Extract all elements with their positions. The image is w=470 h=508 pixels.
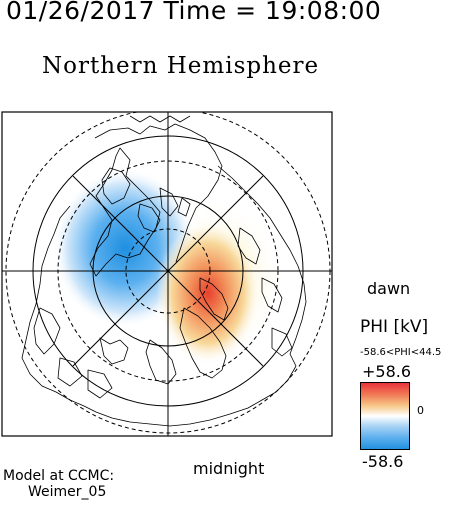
- model-credit: Model at CCMC:: [3, 468, 115, 484]
- polar-potential-map: [1, 111, 333, 437]
- dawn-label: dawn: [367, 279, 411, 298]
- model-name: Weimer_05: [28, 484, 107, 500]
- colorbar-range: -58.6<PHI<44.5: [360, 347, 442, 358]
- midnight-label: midnight: [193, 459, 265, 478]
- map-frame: [1, 111, 333, 437]
- timestamp: 01/26/2017 Time = 19:08:00: [6, 0, 382, 25]
- colorbar-title: PHI [kV]: [360, 317, 429, 337]
- colorbar-max-label: +58.6: [362, 362, 412, 381]
- plot-title: Northern Hemisphere: [42, 53, 320, 79]
- colorbar: [360, 382, 410, 450]
- colorbar-zero-label: 0: [417, 404, 424, 417]
- meridian-lines: [2, 112, 332, 436]
- dawn-cell-positive: [156, 221, 260, 365]
- colorbar-min-label: -58.6: [362, 452, 404, 471]
- coastlines: [21, 115, 307, 427]
